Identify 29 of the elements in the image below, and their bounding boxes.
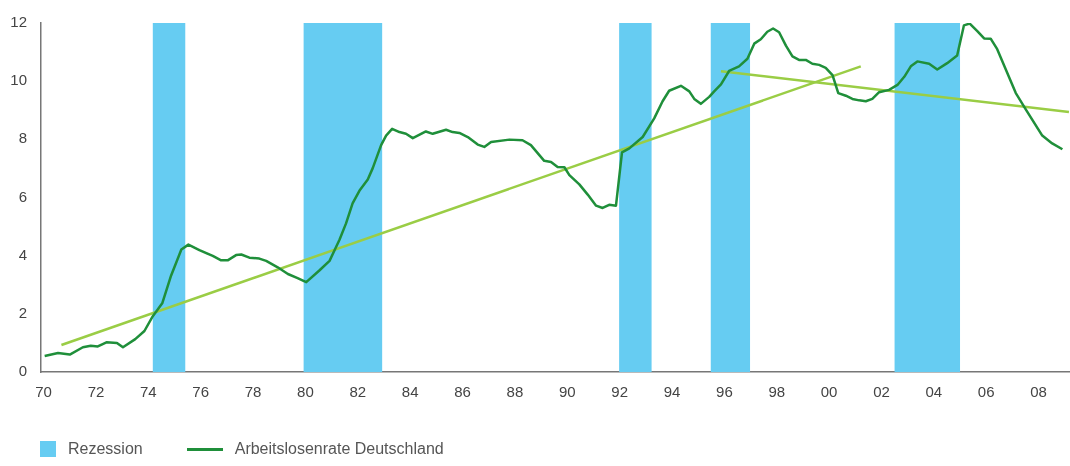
x-tick-label: 72 bbox=[87, 383, 105, 401]
y-tick-label: 8 bbox=[18, 129, 27, 147]
x-tick-label: 84 bbox=[401, 383, 419, 401]
y-tick-label: 0 bbox=[18, 362, 27, 380]
legend-label: Rezession bbox=[68, 440, 143, 458]
x-tick-label: 02 bbox=[873, 383, 890, 401]
y-tick-label: 12 bbox=[10, 13, 27, 31]
y-tick-label: 10 bbox=[10, 71, 27, 89]
x-tick-label: 94 bbox=[663, 383, 681, 401]
y-tick-label: 4 bbox=[18, 245, 27, 263]
x-tick-label: 86 bbox=[454, 383, 471, 401]
x-tick-label: 04 bbox=[925, 383, 943, 401]
x-tick-label: 08 bbox=[1030, 383, 1047, 401]
x-tick-label: 96 bbox=[716, 383, 733, 401]
legend-label: Arbeitslosenrate Deutschland bbox=[234, 440, 444, 458]
x-tick-label: 06 bbox=[977, 383, 995, 401]
x-tick-label: 98 bbox=[768, 383, 786, 401]
x-tick-label: 78 bbox=[244, 383, 262, 401]
x-tick-label: 92 bbox=[611, 383, 628, 401]
x-tick-label: 90 bbox=[558, 383, 576, 401]
y-tick-label: 2 bbox=[18, 303, 27, 321]
x-tick-label: 76 bbox=[192, 383, 210, 401]
x-tick-label: 00 bbox=[820, 383, 838, 401]
x-tick-label: 88 bbox=[506, 383, 524, 401]
y-tick-label: 6 bbox=[18, 187, 27, 205]
x-tick-label: 82 bbox=[349, 383, 367, 401]
x-tick-label: 70 bbox=[35, 383, 52, 401]
x-tick-label: 74 bbox=[140, 383, 157, 401]
x-tick-label: 80 bbox=[297, 383, 314, 401]
